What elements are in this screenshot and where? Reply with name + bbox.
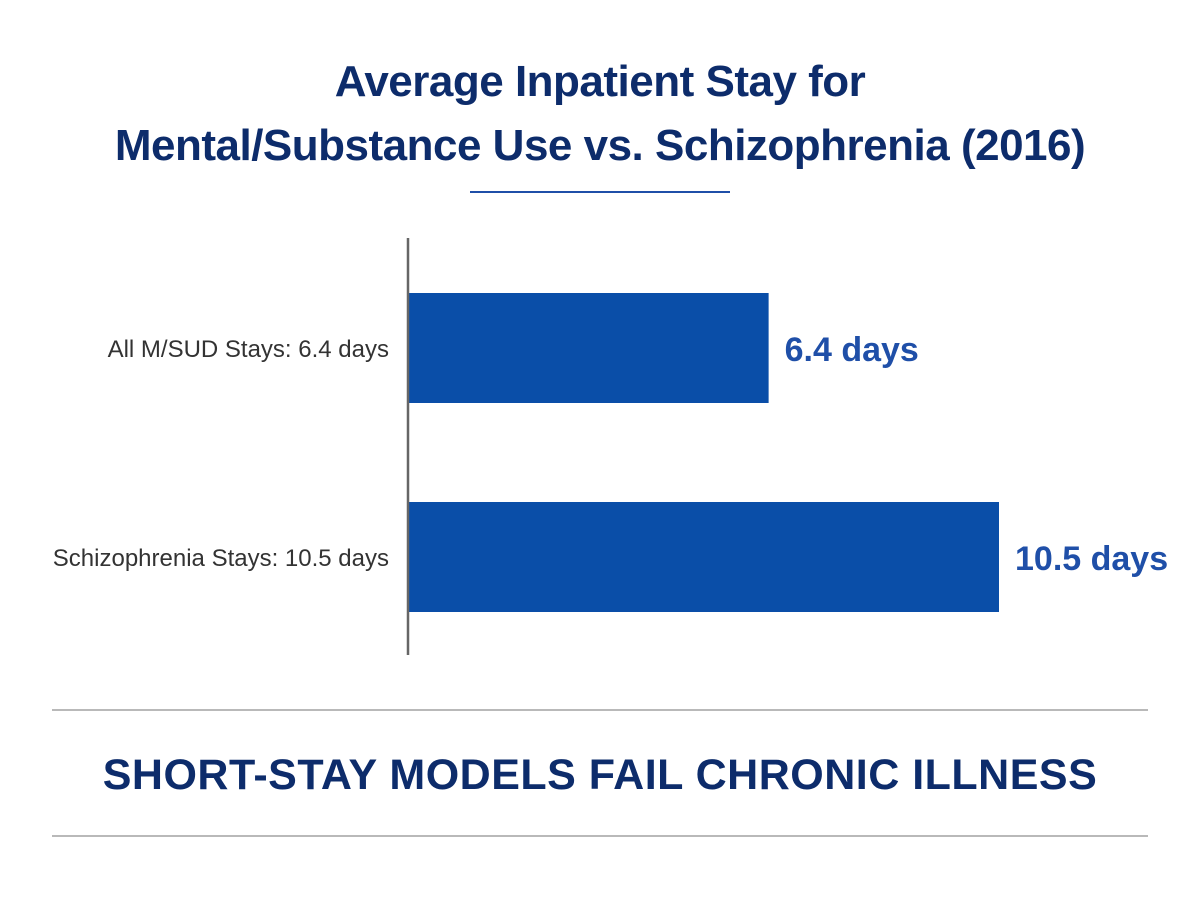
bar-chart: All M/SUD Stays: 6.4 days 6.4 days Schizop… [53, 238, 1168, 655]
chart-title-line-2: Mental/Substance Use vs. Schizophrenia (… [114, 121, 1086, 170]
bar-0 [409, 293, 769, 403]
chart-title-line-1: Average Inpatient Stay for [334, 57, 866, 106]
value-label-0: 6.4 days [785, 331, 919, 369]
bar-1 [409, 502, 999, 612]
value-label-1: 10.5 days [1015, 540, 1168, 578]
category-label-0: All M/SUD Stays: 6.4 days [108, 336, 389, 363]
divider-top [52, 709, 1148, 711]
divider-bottom [52, 835, 1148, 837]
tagline: SHORT-STAY MODELS FAIL CHRONIC ILLNESS [102, 751, 1098, 799]
title-underline [470, 191, 730, 193]
category-label-1: Schizophrenia Stays: 10.5 days [53, 545, 389, 572]
